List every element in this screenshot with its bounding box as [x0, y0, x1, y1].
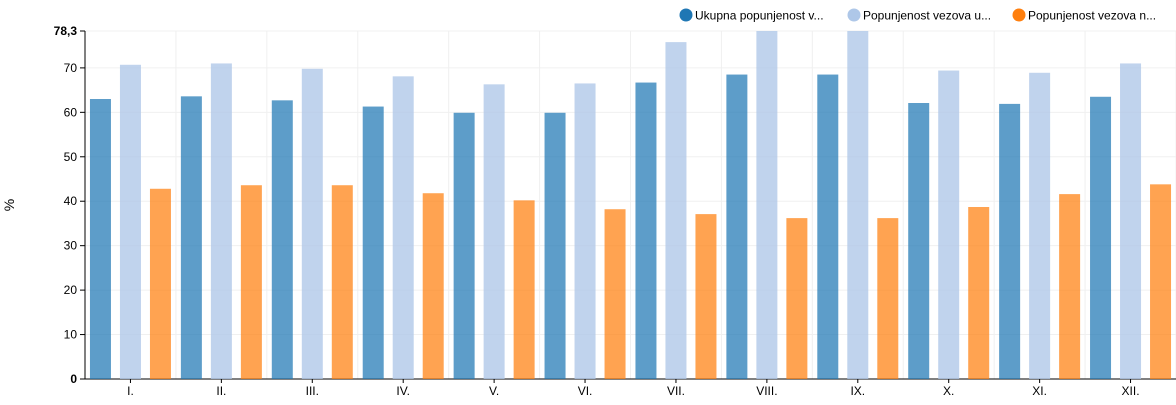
bar-2[interactable]: [210, 63, 232, 379]
y-axis-title: %: [1, 199, 17, 211]
bar-3[interactable]: [877, 218, 899, 379]
x-tick-label: I.: [127, 384, 134, 398]
bar-1[interactable]: [726, 74, 748, 380]
axes: 0 10 20 30 40 50 60 70 78,3 I. II. III. IV. V. VI. VII.…: [54, 24, 1176, 398]
bar-2[interactable]: [119, 64, 141, 380]
y-tick-label: 50: [64, 150, 78, 164]
bar-3[interactable]: [513, 200, 535, 379]
y-tick-label: 10: [64, 328, 78, 342]
x-tick-label: X.: [943, 384, 954, 398]
bar-3[interactable]: [1059, 194, 1081, 379]
bar-1[interactable]: [89, 99, 111, 379]
x-tick-label: III.: [306, 384, 319, 398]
bar-3[interactable]: [149, 188, 171, 379]
bar-1[interactable]: [453, 112, 475, 380]
x-tick-label: V.: [489, 384, 499, 398]
bar-3[interactable]: [695, 214, 717, 379]
bars: [89, 31, 1172, 380]
bar-3[interactable]: [604, 209, 626, 379]
y-tick-label: 60: [64, 105, 78, 119]
bar-3[interactable]: [240, 185, 262, 379]
bar-3[interactable]: [786, 218, 808, 379]
bar-1[interactable]: [908, 103, 930, 379]
bar-3[interactable]: [1150, 184, 1172, 379]
bar-1[interactable]: [271, 100, 293, 379]
bar-1[interactable]: [817, 74, 839, 380]
legend-marker: [679, 8, 693, 22]
legend-label: Popunjenost vezova n...: [1028, 9, 1156, 23]
y-tick-label: 30: [64, 239, 78, 253]
bar-1[interactable]: [635, 82, 657, 380]
bar-2[interactable]: [938, 70, 960, 380]
x-tick-label: XII.: [1122, 384, 1140, 398]
bar-3[interactable]: [331, 185, 353, 379]
bar-1[interactable]: [544, 112, 566, 380]
legend-marker: [847, 8, 861, 22]
y-tick-label: 40: [64, 194, 78, 208]
y-tick-label: 70: [64, 61, 78, 75]
bar-1[interactable]: [1090, 96, 1112, 380]
legend-item-2[interactable]: Popunjenost vezova u...: [847, 8, 992, 23]
bar-1[interactable]: [362, 106, 384, 380]
x-tick-label: VI.: [578, 384, 593, 398]
bar-2[interactable]: [756, 31, 778, 379]
x-tick-label: XI.: [1032, 384, 1047, 398]
bar-2[interactable]: [483, 84, 505, 379]
y-tick-label: 20: [64, 283, 78, 297]
bar-2[interactable]: [847, 31, 869, 379]
bar-2[interactable]: [1029, 72, 1051, 380]
legend[interactable]: Ukupna popunjenost v... Popunjenost vezov…: [679, 8, 1157, 23]
bar-2[interactable]: [392, 76, 414, 379]
bar-2[interactable]: [301, 68, 323, 380]
x-tick-label: IV.: [396, 384, 410, 398]
x-tick-label: IX.: [850, 384, 865, 398]
bar-2[interactable]: [574, 83, 596, 379]
y-tick-label: 0: [70, 372, 77, 386]
x-tick-label: VIII.: [756, 384, 777, 398]
legend-item-3[interactable]: Popunjenost vezova n...: [1012, 8, 1157, 23]
x-tick-label: VII.: [667, 384, 685, 398]
bar-2[interactable]: [1120, 63, 1142, 379]
legend-item-1[interactable]: Ukupna popunjenost v...: [679, 8, 824, 23]
legend-label: Ukupna popunjenost v...: [695, 9, 824, 23]
legend-marker: [1012, 8, 1026, 22]
bar-1[interactable]: [999, 103, 1021, 379]
bar-1[interactable]: [180, 96, 202, 379]
bar-3[interactable]: [968, 207, 990, 379]
bar-2[interactable]: [665, 42, 687, 379]
legend-label: Popunjenost vezova u...: [863, 9, 991, 23]
x-tick-label: II.: [216, 384, 226, 398]
bar-3[interactable]: [422, 193, 444, 379]
y-tick-label: 78,3: [54, 24, 78, 38]
